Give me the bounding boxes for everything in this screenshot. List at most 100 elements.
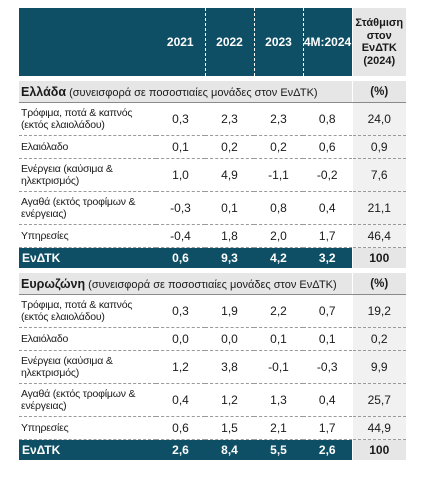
section-title-note: (συνεισφορά σε ποσοστιαίες μονάδες στον … bbox=[66, 86, 318, 99]
cell-value: 1,0 bbox=[156, 158, 205, 192]
row-label: Τρόφιμα, ποτά & καπνός (εκτός ελαιολάδου… bbox=[19, 102, 156, 136]
row-label: Ενέργεια (καύσιμα & ηλεκτρισμός) bbox=[19, 158, 156, 192]
cell-value: 1,3 bbox=[254, 383, 303, 417]
cell-value: 2,1 bbox=[254, 416, 303, 440]
cell-value: 1,8 bbox=[205, 224, 254, 248]
cell-value: 0,3 bbox=[156, 294, 205, 328]
cell-value: 0,2 bbox=[205, 135, 254, 159]
table-row: Αγαθά (εκτός τροφίμων & ενέργειας) -0,3 … bbox=[19, 191, 406, 225]
row-label: Ελαιόλαδο bbox=[19, 327, 156, 351]
total-value: 3,2 bbox=[303, 247, 352, 268]
cell-value: 2,0 bbox=[254, 224, 303, 248]
row-label: Τρόφιμα, ποτά & καπνός (εκτός ελαιολάδου… bbox=[19, 294, 156, 328]
table-row: Ενέργεια (καύσιμα & ηλεκτρισμός) 1,0 4,9… bbox=[19, 158, 406, 192]
table-row: Ελαιόλαδο 0,0 0,0 0,1 0,1 0,2 bbox=[19, 327, 406, 351]
cell-value: 1,7 bbox=[303, 224, 352, 248]
total-label: ΕνΔΤΚ bbox=[19, 439, 156, 460]
cell-value: 4,9 bbox=[205, 158, 254, 192]
cell-weight: 21,1 bbox=[351, 191, 406, 225]
row-label: Ενέργεια (καύσιμα & ηλεκτρισμός) bbox=[19, 350, 156, 384]
total-label: ΕνΔΤΚ bbox=[19, 247, 156, 268]
cell-weight: 19,2 bbox=[351, 294, 406, 328]
cell-weight: 0,2 bbox=[351, 327, 406, 351]
cell-value: 0,4 bbox=[156, 383, 205, 417]
cell-weight: 46,4 bbox=[351, 224, 406, 248]
section-title-country: Ευρωζώνη bbox=[21, 276, 86, 291]
weight-header-line: στον bbox=[366, 29, 392, 42]
inflation-contribution-table: 2021 2022 2023 4M:2024 Στάθμιση στον ΕνΔ… bbox=[19, 8, 406, 460]
year-header-2022: 2022 bbox=[204, 8, 254, 76]
total-value: 2,6 bbox=[156, 439, 205, 460]
cell-value: -0,4 bbox=[156, 224, 205, 248]
header-row: 2021 2022 2023 4M:2024 Στάθμιση στον ΕνΔ… bbox=[19, 8, 406, 76]
cell-value: 0,3 bbox=[156, 102, 205, 136]
section-header-eurozone: Ευρωζώνη (συνεισφορά σε ποσοστιαίες μονά… bbox=[19, 273, 406, 295]
section-unit: (%) bbox=[351, 273, 406, 295]
cell-value: 1,2 bbox=[156, 350, 205, 384]
total-weight: 100 bbox=[351, 439, 406, 460]
table-row: Υπηρεσίες -0,4 1,8 2,0 1,7 46,4 bbox=[19, 224, 406, 248]
header-blank-cell bbox=[19, 8, 156, 76]
total-value: 0,6 bbox=[156, 247, 205, 268]
year-header-2023: 2023 bbox=[253, 8, 303, 76]
cell-value: 0,2 bbox=[254, 135, 303, 159]
total-value: 4,2 bbox=[254, 247, 303, 268]
table-row: Τρόφιμα, ποτά & καπνός (εκτός ελαιολάδου… bbox=[19, 294, 406, 328]
section-title: Ελλάδα (συνεισφορά σε ποσοστιαίες μονάδε… bbox=[19, 81, 352, 103]
cell-value: 1,5 bbox=[205, 416, 254, 440]
section-header-greece: Ελλάδα (συνεισφορά σε ποσοστιαίες μονάδε… bbox=[19, 81, 406, 103]
cell-value: 2,3 bbox=[254, 102, 303, 136]
weight-header-line: ΕνΔΤΚ bbox=[361, 42, 397, 54]
cell-value: 1,2 bbox=[205, 383, 254, 417]
cell-value: 1,9 bbox=[205, 294, 254, 328]
section-title: Ευρωζώνη (συνεισφορά σε ποσοστιαίες μονά… bbox=[19, 273, 352, 295]
cell-weight: 44,9 bbox=[351, 416, 406, 440]
cell-value: -0,2 bbox=[303, 158, 352, 192]
cell-value: -0,1 bbox=[254, 350, 303, 384]
weight-header-line: Στάθμιση bbox=[355, 17, 404, 29]
row-label: Υπηρεσίες bbox=[19, 224, 156, 248]
row-label: Υπηρεσίες bbox=[19, 416, 156, 440]
year-header-2021: 2021 bbox=[156, 8, 205, 76]
total-value: 8,4 bbox=[205, 439, 254, 460]
section-title-note: (συνεισφορά σε ποσοστιαίες μονάδες στον … bbox=[85, 278, 337, 291]
cell-weight: 9,9 bbox=[351, 350, 406, 384]
row-label: Αγαθά (εκτός τροφίμων & ενέργειας) bbox=[19, 383, 156, 417]
cell-value: 0,6 bbox=[303, 135, 352, 159]
total-value: 2,6 bbox=[303, 439, 352, 460]
total-row-eurozone: ΕνΔΤΚ 2,6 8,4 5,5 2,6 100 bbox=[19, 439, 406, 460]
section-title-country: Ελλάδα bbox=[21, 84, 67, 99]
cell-value: 2,3 bbox=[205, 102, 254, 136]
table-row: Υπηρεσίες 0,6 1,5 2,1 1,7 44,9 bbox=[19, 416, 406, 440]
table-row: Ενέργεια (καύσιμα & ηλεκτρισμός) 1,2 3,8… bbox=[19, 350, 406, 384]
cell-value: 3,8 bbox=[205, 350, 254, 384]
section-unit: (%) bbox=[351, 81, 406, 103]
cell-value: 1,7 bbox=[303, 416, 352, 440]
cell-weight: 7,6 bbox=[351, 158, 406, 192]
cell-value: 0,8 bbox=[254, 191, 303, 225]
total-weight: 100 bbox=[351, 247, 406, 268]
cell-value: 0,7 bbox=[303, 294, 352, 328]
cell-value: 0,1 bbox=[205, 191, 254, 225]
cell-weight: 24,0 bbox=[351, 102, 406, 136]
total-value: 9,3 bbox=[205, 247, 254, 268]
cell-value: 0,1 bbox=[303, 327, 352, 351]
year-header-4m2024: 4M:2024 bbox=[302, 8, 352, 76]
table-row: Αγαθά (εκτός τροφίμων & ενέργειας) 0,4 1… bbox=[19, 383, 406, 417]
cell-value: 0,4 bbox=[303, 383, 352, 417]
cell-value: 0,4 bbox=[303, 191, 352, 225]
cell-value: 0,6 bbox=[156, 416, 205, 440]
row-label: Ελαιόλαδο bbox=[19, 135, 156, 159]
cell-value: 0,0 bbox=[205, 327, 254, 351]
cell-value: 2,2 bbox=[254, 294, 303, 328]
cell-value: 0,1 bbox=[156, 135, 205, 159]
cell-weight: 0,9 bbox=[351, 135, 406, 159]
cell-value: 0,1 bbox=[254, 327, 303, 351]
row-label: Αγαθά (εκτός τροφίμων & ενέργειας) bbox=[19, 191, 156, 225]
cell-value: -1,1 bbox=[254, 158, 303, 192]
total-row-greece: ΕνΔΤΚ 0,6 9,3 4,2 3,2 100 bbox=[19, 247, 406, 268]
total-value: 5,5 bbox=[254, 439, 303, 460]
weight-header-line: (2024) bbox=[363, 54, 396, 67]
cell-value: 0,8 bbox=[303, 102, 352, 136]
cell-weight: 25,7 bbox=[351, 383, 406, 417]
